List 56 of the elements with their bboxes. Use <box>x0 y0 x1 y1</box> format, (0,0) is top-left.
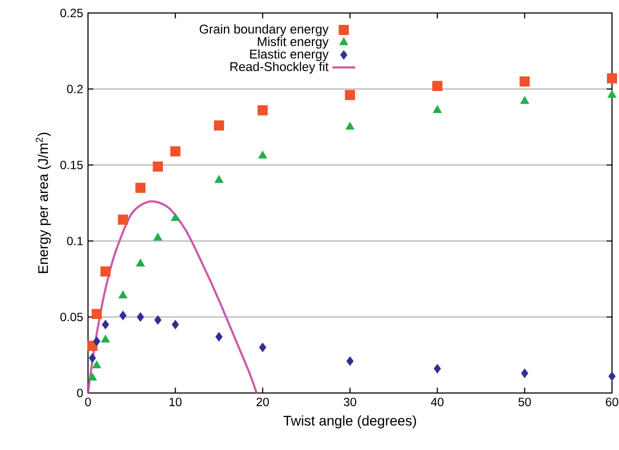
x-axis-title: Twist angle (degrees) <box>283 415 416 428</box>
point <box>118 290 128 298</box>
point <box>214 120 224 131</box>
point <box>135 182 146 193</box>
point <box>434 364 441 374</box>
point <box>344 90 356 100</box>
point <box>258 150 268 159</box>
point <box>432 105 442 113</box>
y-axis-title: Energy per area (J/m$^{2}$) <box>36 132 51 273</box>
point <box>258 105 268 116</box>
x-tick-label: 60 <box>606 398 618 406</box>
point <box>521 368 528 378</box>
point <box>606 73 618 84</box>
point <box>520 96 530 104</box>
point <box>346 122 354 130</box>
point <box>152 161 163 172</box>
y-tick-label: 0.2 <box>67 84 83 94</box>
point <box>92 308 102 320</box>
point <box>136 312 144 322</box>
point <box>432 80 442 92</box>
point <box>101 334 110 342</box>
x-tick-label: 10 <box>170 398 182 406</box>
point <box>154 315 162 325</box>
x-tick-label: 20 <box>256 398 269 406</box>
point <box>215 332 223 342</box>
y-tick-label: 0.15 <box>60 160 83 170</box>
line-series <box>88 200 258 393</box>
point <box>93 336 100 346</box>
point <box>214 175 224 183</box>
x-tick-label: 50 <box>518 398 531 406</box>
legend-label: Elastic energy <box>250 49 329 62</box>
point <box>136 258 145 266</box>
point <box>92 360 102 368</box>
point <box>102 320 110 330</box>
legend-label: Misfit energy <box>258 36 329 49</box>
point <box>346 356 354 366</box>
point <box>100 266 111 276</box>
y-tick-label: 0.1 <box>67 236 83 246</box>
point <box>119 310 127 320</box>
y-tick-label: 0.05 <box>60 312 83 322</box>
point <box>259 342 266 352</box>
point <box>170 146 180 156</box>
point <box>153 232 162 241</box>
point <box>88 372 97 380</box>
point <box>118 214 128 225</box>
y-tick-label: 0 <box>77 388 83 398</box>
y-tick-label: 0.25 <box>60 8 83 18</box>
legend-label: Read-Shockley fit <box>230 62 329 74</box>
legend-label: Grain boundary energy <box>200 24 329 36</box>
point <box>88 353 96 363</box>
point <box>520 76 530 86</box>
point <box>172 320 179 330</box>
x-tick-label: 30 <box>344 398 356 406</box>
x-tick-label: 0 <box>85 398 91 406</box>
point <box>170 213 180 221</box>
x-tick-label: 40 <box>430 398 444 406</box>
